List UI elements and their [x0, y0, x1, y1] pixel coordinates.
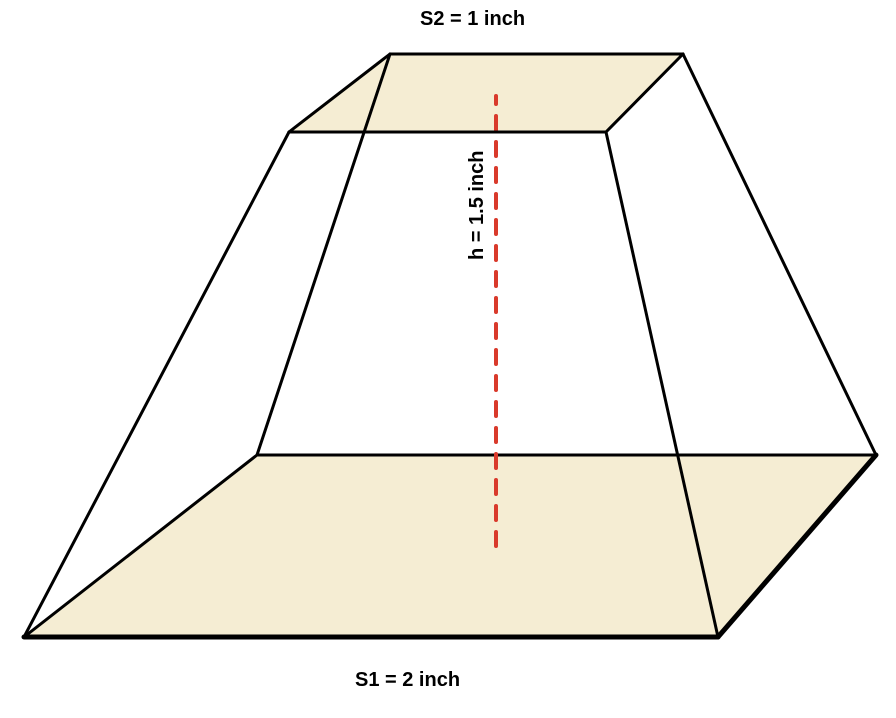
frustum-diagram — [0, 0, 896, 718]
slant-edge-back-right — [683, 54, 876, 455]
top-face — [289, 54, 683, 132]
label-s2: S2 = 1 inch — [420, 8, 525, 31]
bottom-face — [24, 455, 876, 637]
label-height: h = 1.5 inch — [466, 151, 489, 260]
label-s1: S1 = 2 inch — [355, 669, 460, 692]
